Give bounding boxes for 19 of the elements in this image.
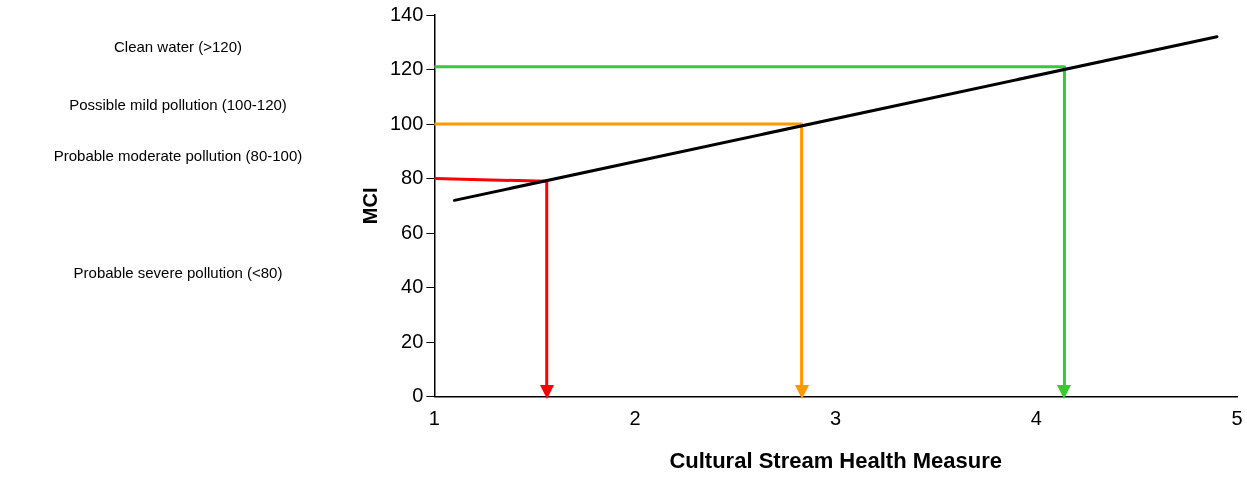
x-tick-label: 3 bbox=[830, 407, 842, 430]
y-tick-label: 120 bbox=[389, 57, 424, 80]
text: Probable moderate pollution (80-100) bbox=[53, 147, 303, 164]
x-tick-label: 2 bbox=[629, 407, 641, 430]
y-tick-label: 40 bbox=[401, 275, 424, 298]
y-tick-label: 60 bbox=[401, 220, 424, 243]
y-axis-title: MCI bbox=[358, 187, 381, 225]
text: Clean water (>120) bbox=[114, 38, 242, 55]
x-tick-label: 4 bbox=[1030, 407, 1042, 430]
y-tick-label: 20 bbox=[401, 329, 424, 352]
y-tick-label: 100 bbox=[389, 111, 424, 134]
y-tick-label: 0 bbox=[412, 384, 424, 407]
text: Possible mild pollution (100-120) bbox=[69, 96, 287, 113]
y-tick-label: 140 bbox=[389, 2, 424, 25]
y-tick-label: 80 bbox=[401, 166, 424, 189]
x-tick-label: 5 bbox=[1231, 407, 1243, 430]
text: Probable severe pollution (<80) bbox=[73, 264, 283, 281]
x-axis-title: Cultural Stream Health Measure bbox=[669, 447, 1002, 473]
x-tick-label: 1 bbox=[428, 407, 440, 430]
